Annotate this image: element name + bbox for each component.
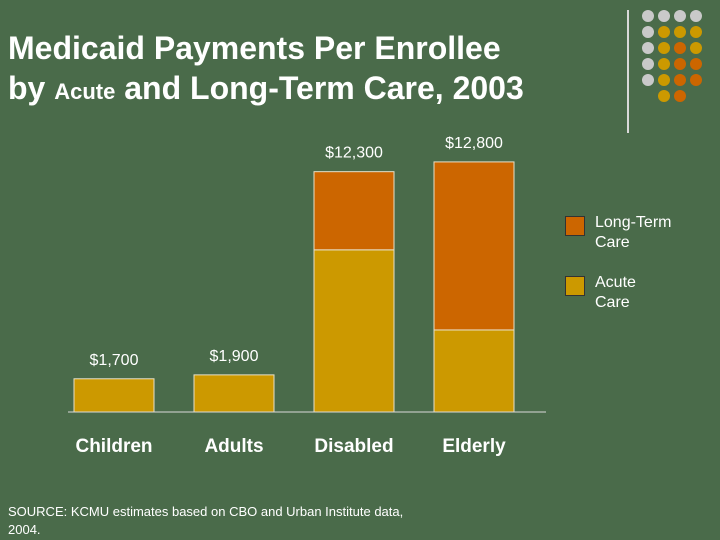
legend-label-acute-line1: Acute: [595, 274, 636, 291]
decorative-dot: [642, 26, 654, 38]
decorative-dot: [690, 10, 702, 22]
bar-children-acute: [73, 378, 155, 413]
title-line-2-suffix: and Long-Term Care, 2003: [115, 70, 524, 106]
decorative-dot: [642, 58, 654, 70]
decorative-dot: [658, 10, 670, 22]
title-line-1: Medicaid Payments Per Enrollee: [8, 30, 501, 66]
legend-label-long-term-line1: Long-Term: [595, 214, 672, 231]
category-label-children: Children: [75, 436, 152, 457]
bar-adults-acute: [193, 374, 275, 413]
decorative-dot: [658, 42, 670, 54]
decorative-divider-line: [627, 10, 629, 133]
total-label-adults: $1,900: [210, 348, 259, 365]
legend-swatch-long-term: [565, 216, 585, 236]
bar-group: [73, 161, 515, 413]
total-label-disabled: $12,300: [325, 145, 383, 162]
decorative-dot: [690, 58, 702, 70]
legend-swatch-acute: [565, 276, 585, 296]
decorative-dot: [690, 26, 702, 38]
decorative-dot: [674, 74, 686, 86]
total-label-children: $1,700: [90, 352, 139, 369]
decorative-dot: [674, 58, 686, 70]
category-label-disabled: Disabled: [314, 436, 393, 457]
decorative-dot: [674, 26, 686, 38]
label-group: $1,700 Children $1,900 Adults $12,300 Disable…: [75, 135, 506, 457]
decorative-dot: [690, 74, 702, 86]
chart-title: Medicaid Payments Per Enrollee by Acute a…: [8, 28, 524, 112]
bar-disabled-acute: [313, 249, 395, 413]
source-note: SOURCE: KCMU estimates based on CBO and …: [8, 504, 404, 537]
legend-label-acute-line2: Care: [595, 294, 630, 311]
decorative-dot-grid: [642, 10, 712, 120]
bar-elderly-acute: [433, 329, 515, 413]
decorative-dot: [674, 90, 686, 102]
decorative-dot: [658, 74, 670, 86]
decorative-dot: [674, 42, 686, 54]
decorative-dot: [690, 42, 702, 54]
bar-elderly-long-term: [433, 161, 515, 331]
category-label-adults: Adults: [204, 436, 263, 457]
legend-item-long-term-care: Long-Term Care: [565, 213, 705, 253]
decorative-dot: [642, 10, 654, 22]
decorative-dot: [642, 42, 654, 54]
total-label-elderly: $12,800: [445, 135, 503, 152]
decorative-dot: [642, 74, 654, 86]
decorative-dot: [674, 10, 686, 22]
bar-disabled-long-term: [313, 171, 395, 251]
legend-item-acute-care: Acute Care: [565, 273, 705, 313]
legend-label-long-term: Long-Term Care: [595, 213, 705, 253]
legend-label-acute: Acute Care: [595, 273, 705, 313]
decorative-dot: [658, 26, 670, 38]
legend-label-long-term-line2: Care: [595, 234, 630, 251]
category-label-elderly: Elderly: [442, 436, 506, 457]
title-line-2-small: Acute: [54, 79, 116, 104]
decorative-dot: [658, 90, 670, 102]
title-line-2-prefix: by: [8, 70, 55, 106]
decorative-dot: [658, 58, 670, 70]
